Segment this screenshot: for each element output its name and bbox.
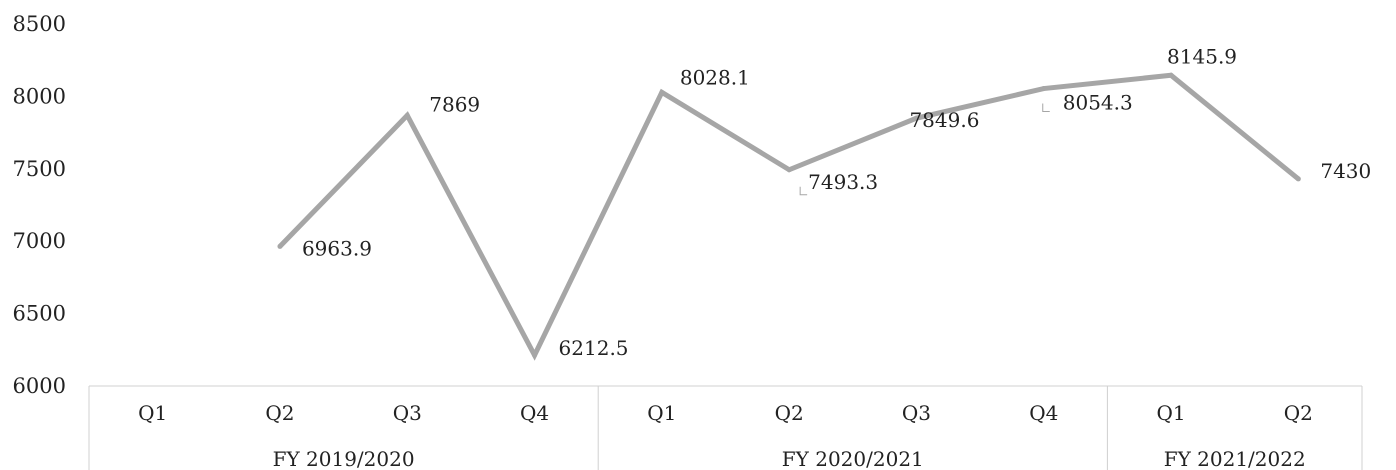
data-point [1041, 86, 1047, 92]
leader-line [1042, 103, 1050, 113]
series-line [278, 72, 1300, 361]
data-point [277, 243, 283, 249]
data-label: 7493.3 [808, 170, 878, 194]
group-label: FY 2019/2020 [273, 447, 415, 470]
x-tick-label: Q1 [647, 401, 676, 425]
data-label: 8054.3 [1063, 91, 1133, 115]
data-labels: 6963.9 7869 6212.5 8028.1 7493.3 7849.6 8054.3… [302, 44, 1371, 360]
data-label: 6212.5 [559, 336, 629, 360]
group-label: FY 2020/2021 [782, 447, 924, 470]
data-label: 8028.1 [680, 65, 750, 89]
y-tick-label: 8000 [13, 84, 66, 108]
data-label: 7869 [429, 92, 480, 116]
leader-line [799, 186, 808, 196]
x-tick-label: Q2 [775, 401, 804, 425]
data-point [659, 89, 665, 95]
series [277, 72, 1301, 361]
data-point [532, 352, 538, 358]
data-point [786, 167, 792, 173]
data-point [404, 112, 410, 118]
x-tick-label: Q3 [393, 401, 422, 425]
data-point [913, 115, 919, 121]
x-tick-label: Q4 [520, 401, 549, 425]
y-tick-label: 8500 [13, 12, 66, 36]
data-label: 6963.9 [302, 236, 372, 260]
data-label: 8145.9 [1167, 44, 1237, 68]
x-tick-label: Q1 [1156, 401, 1185, 425]
y-tick-label: 6500 [13, 302, 66, 326]
y-tick-label: 6000 [13, 374, 66, 398]
data-label: 7430 [1320, 159, 1371, 183]
data-point [1168, 72, 1174, 78]
data-point [1295, 176, 1301, 182]
x-axis: Q1 Q2 Q3 Q4 Q1 Q2 Q3 Q4 Q1 Q2 FY 2019/2020 FY 2020/… [88, 385, 1363, 470]
y-tick-label: 7500 [13, 157, 66, 181]
x-tick-label: Q3 [902, 401, 931, 425]
x-tick-label: Q4 [1029, 401, 1058, 425]
group-label: FY 2021/2022 [1164, 447, 1306, 470]
y-tick-label: 7000 [13, 229, 66, 253]
data-label: 7849.6 [909, 108, 979, 132]
x-tick-label: Q1 [138, 401, 167, 425]
x-tick-label: Q2 [265, 401, 294, 425]
y-axis: 6000 6500 7000 7500 8000 8500 [13, 12, 66, 398]
x-tick-label: Q2 [1284, 401, 1313, 425]
